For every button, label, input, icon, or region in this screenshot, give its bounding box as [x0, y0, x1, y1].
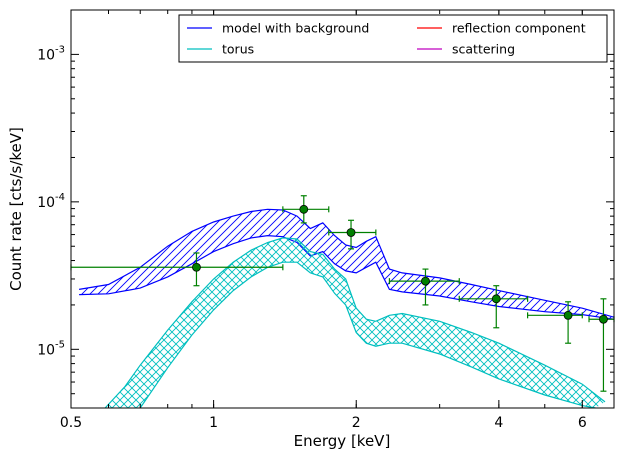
y-tick-base: 10	[37, 47, 55, 63]
y-tick-exponent: -5	[55, 339, 65, 350]
x-tick-label: 1	[209, 415, 218, 431]
legend: model with background reflection componen…	[178, 14, 608, 63]
y-tick-label: 10-4	[37, 192, 65, 211]
data-marker	[346, 228, 356, 237]
x-tick-label: 2	[352, 415, 361, 431]
data-point-3	[328, 219, 377, 250]
plot-frame	[70, 9, 615, 409]
y-tick-exponent: -4	[55, 192, 65, 203]
model-band-fill	[79, 209, 614, 320]
x-axis-label: Energy [keV]	[294, 432, 391, 450]
y-tick-label: 10-5	[37, 339, 65, 358]
data-point-4	[388, 268, 460, 306]
data-marker	[563, 310, 573, 320]
y-tick-base: 10	[37, 342, 55, 358]
data-point-5	[458, 285, 529, 329]
x-tick-label: 0.5	[60, 415, 82, 431]
data-point-7	[588, 298, 615, 392]
legend-label: torus	[222, 42, 254, 57]
data-point-6	[527, 301, 583, 344]
legend-label: reflection component	[452, 21, 586, 36]
legend-entry: reflection component	[417, 21, 586, 36]
data-marker	[599, 314, 608, 324]
legend-entry: torus	[187, 42, 254, 57]
y-tick-exponent: -3	[55, 44, 65, 55]
torus-band-fill	[105, 237, 605, 408]
y-axis-label: Count rate [cts/s/keV]	[7, 127, 25, 291]
legend-label: model with background	[222, 21, 369, 36]
model-band-lower-line	[79, 234, 614, 320]
data-marker	[491, 294, 501, 304]
data-point-2	[282, 195, 330, 224]
legend-entry: scattering	[417, 42, 515, 57]
y-tick-label: 10-3	[37, 44, 65, 63]
legend-box	[178, 14, 608, 63]
torus-band-lower-line	[139, 261, 596, 408]
torus-band-upper-line	[104, 237, 606, 408]
data-point-1	[70, 252, 284, 287]
x-tick-label: 4	[494, 415, 503, 431]
data-marker	[192, 262, 201, 272]
x-tick-label: 6	[578, 415, 587, 431]
y-tick-base: 10	[37, 195, 55, 211]
legend-label: scattering	[452, 42, 515, 57]
legend-entry: model with background	[187, 21, 369, 36]
model-band-upper-line	[79, 208, 614, 318]
data-marker	[421, 276, 430, 286]
data-marker	[299, 204, 309, 214]
